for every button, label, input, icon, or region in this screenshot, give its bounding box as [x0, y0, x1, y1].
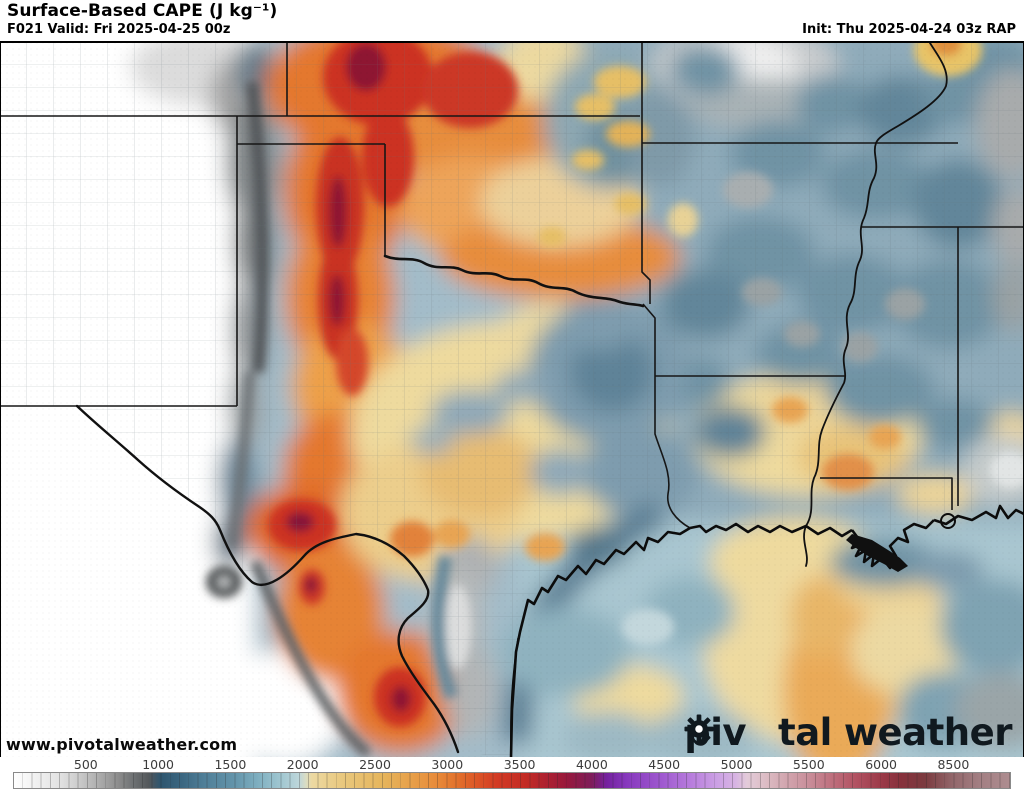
- logo-text-weather: weather: [843, 711, 1013, 754]
- colorbar-tick-3000: 3000: [431, 757, 464, 772]
- colorbar-tick-3500: 3500: [503, 757, 536, 772]
- colorbar-tick-1500: 1500: [214, 757, 247, 772]
- mississippi-delta: [846, 534, 908, 572]
- cape-map-svg: [0, 42, 1024, 758]
- colorbar-tick-2500: 2500: [359, 757, 391, 772]
- colorbar-tick-500: 500: [73, 757, 98, 772]
- colorbar-tick-1000: 1000: [142, 757, 174, 772]
- logo-text-tal: tal: [778, 711, 832, 754]
- colorbar-tick-2000: 2000: [286, 757, 319, 772]
- colorbar-tick-8500: 8500: [937, 757, 970, 772]
- model-init-label: Init: Thu 2025-04-24 03z RAP: [802, 22, 1016, 37]
- rivers: [75, 42, 948, 754]
- weather-map: www.pivotalweather.com piv tal weather: [0, 41, 1024, 758]
- gear-icon: [684, 714, 777, 749]
- pivotal-weather-logo: piv tal weather: [684, 714, 1012, 751]
- rio-grande: [75, 404, 460, 754]
- colorbar-tick-5500: 5500: [792, 757, 825, 772]
- colorbar-tick-5000: 5000: [720, 757, 753, 772]
- colorbar-tick-4500: 4500: [648, 757, 681, 772]
- header: Surface-Based CAPE (J kg⁻¹) F021 Valid: …: [0, 0, 1024, 41]
- cape-colorbar-legend: 500 1000 1500 2000 2500 3000 3500 4000 4500 5000 5…: [0, 757, 1024, 791]
- colorbar: [13, 772, 1011, 789]
- laguna-madre-barrier: [510, 637, 519, 751]
- colorbar-tick-4000: 4000: [575, 757, 608, 772]
- mississippi-river: [803, 42, 948, 567]
- lake-pontchartrain: [940, 513, 956, 529]
- page-title: Surface-Based CAPE (J kg⁻¹): [7, 1, 278, 21]
- red-river: [383, 254, 645, 308]
- colorbar-tick-6000: 6000: [865, 757, 897, 772]
- state-borders: [0, 42, 1024, 529]
- forecast-valid-label: F021 Valid: Fri 2025-04-25 00z: [7, 22, 231, 37]
- watermark-url: www.pivotalweather.com: [6, 735, 238, 754]
